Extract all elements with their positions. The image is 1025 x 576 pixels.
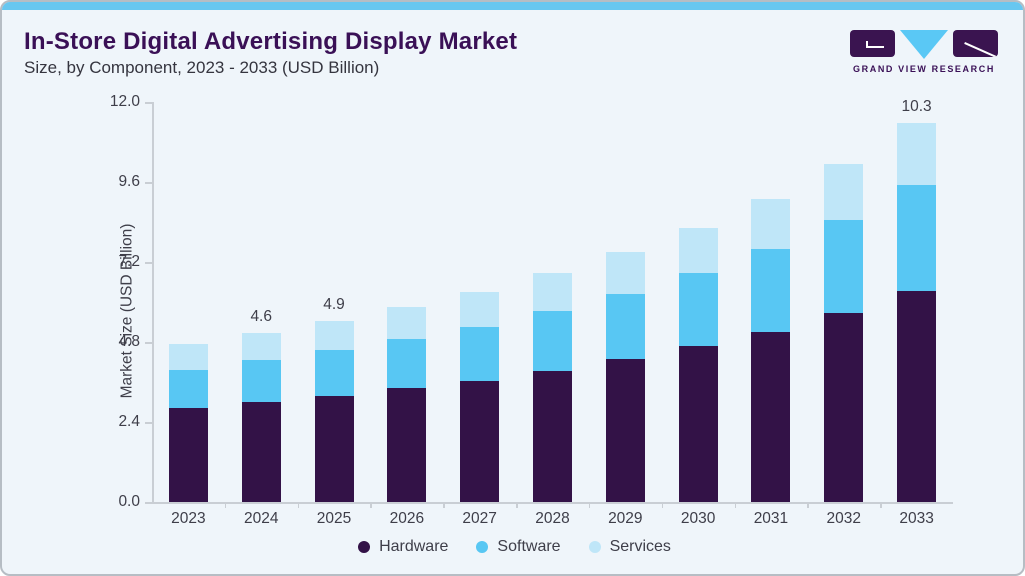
y-tick-label: 7.2 bbox=[118, 253, 140, 270]
bar-segment-hardware bbox=[387, 388, 427, 502]
y-tick-label: 12.0 bbox=[109, 93, 140, 110]
bar-segment-hardware bbox=[241, 402, 281, 502]
legend-item-software: Software bbox=[476, 538, 561, 556]
x-axis-year-label: 2026 bbox=[389, 510, 425, 527]
logo-v-triangle-icon bbox=[900, 30, 948, 59]
bar-segment-software bbox=[751, 249, 791, 332]
legend-label: Software bbox=[497, 538, 561, 555]
bar-segment-hardware bbox=[824, 313, 864, 502]
legend-dot-software-icon bbox=[476, 541, 489, 553]
bar-total-label: 4.9 bbox=[323, 296, 345, 313]
x-axis-line bbox=[152, 502, 953, 504]
legend-dot-services-icon bbox=[588, 541, 601, 553]
x-axis-year-label: 2028 bbox=[535, 510, 570, 527]
x-tick-mark bbox=[443, 503, 445, 508]
logo-r-block bbox=[953, 30, 998, 57]
x-axis-year-label: 2025 bbox=[316, 510, 352, 527]
logo-g-block bbox=[850, 30, 895, 57]
top-accent-strip bbox=[2, 2, 1023, 10]
bar-total-label: 4.6 bbox=[250, 308, 272, 325]
y-tick-label: 4.8 bbox=[118, 333, 140, 350]
bar-segment-services bbox=[241, 333, 281, 360]
bar-segment-services bbox=[605, 252, 645, 294]
bar-segment-software bbox=[897, 185, 937, 291]
legend-item-hardware: Hardware bbox=[358, 538, 448, 556]
bar-segment-software bbox=[460, 327, 500, 381]
bar-segment-services bbox=[751, 199, 791, 249]
x-axis-year-label: 2030 bbox=[680, 510, 716, 527]
x-tick-mark bbox=[297, 503, 300, 508]
x-axis-year-label: 2029 bbox=[608, 510, 643, 527]
x-tick-mark bbox=[516, 503, 518, 508]
x-axis-year-label: 2027 bbox=[462, 510, 497, 527]
chart-subtitle: Size, by Component, 2023 - 2033 (USD Bil… bbox=[24, 58, 380, 77]
y-tick-mark bbox=[145, 422, 152, 424]
y-tick-label: 2.4 bbox=[118, 413, 140, 430]
legend-label: Services bbox=[609, 538, 671, 555]
y-tick-mark bbox=[145, 102, 152, 104]
x-axis-year-label: 2032 bbox=[826, 510, 861, 527]
bar-segment-services bbox=[897, 123, 937, 185]
x-axis-year-label: 2033 bbox=[899, 510, 934, 527]
bar-segment-services bbox=[533, 273, 572, 311]
bar-segment-software bbox=[387, 339, 427, 388]
bar-segment-hardware bbox=[897, 291, 937, 502]
bar-segment-services bbox=[168, 344, 208, 370]
y-tick-mark bbox=[145, 502, 152, 504]
x-tick-mark bbox=[588, 503, 591, 508]
y-axis-line bbox=[152, 102, 154, 503]
x-tick-mark bbox=[880, 503, 882, 508]
x-axis-year-label: 2023 bbox=[171, 510, 206, 527]
bar-segment-services bbox=[460, 292, 500, 327]
bar-segment-hardware bbox=[314, 396, 354, 502]
bar-segment-software bbox=[168, 370, 208, 408]
y-tick-label: 9.6 bbox=[118, 173, 140, 190]
bar-segment-services bbox=[314, 321, 354, 350]
logo-g-icon bbox=[866, 41, 884, 48]
bar-segment-services bbox=[387, 307, 427, 339]
chart-legend: Hardware Software Services bbox=[2, 538, 1023, 556]
bar-total-label: 10.3 bbox=[901, 98, 932, 115]
chart-title: In-Store Digital Advertising Display Mar… bbox=[24, 28, 518, 55]
bar-segment-hardware bbox=[678, 346, 718, 502]
bar-segment-software bbox=[605, 294, 645, 359]
y-tick-mark bbox=[145, 342, 152, 344]
bar-segment-software bbox=[533, 311, 572, 371]
legend-label: Hardware bbox=[379, 538, 449, 555]
bar-segment-services bbox=[824, 164, 864, 220]
bar-segment-software bbox=[241, 360, 281, 402]
x-axis-year-label: 2024 bbox=[243, 510, 279, 527]
bar-segment-hardware bbox=[168, 408, 208, 502]
x-tick-mark bbox=[734, 503, 737, 508]
bar-segment-software bbox=[314, 350, 354, 396]
bar-segment-services bbox=[678, 228, 718, 273]
bar-segment-hardware bbox=[533, 371, 572, 502]
logo-text: GRAND VIEW RESEARCH bbox=[853, 64, 995, 74]
bar-segment-software bbox=[824, 220, 864, 313]
y-tick-mark bbox=[145, 262, 152, 264]
legend-dot-hardware-icon bbox=[358, 541, 371, 553]
x-tick-mark bbox=[661, 503, 664, 508]
x-tick-mark bbox=[370, 503, 372, 508]
grand-view-research-logo: GRAND VIEW RESEARCH bbox=[849, 30, 999, 74]
x-tick-mark bbox=[807, 503, 809, 508]
legend-item-services: Services bbox=[588, 538, 671, 556]
bar-segment-hardware bbox=[460, 381, 500, 502]
bar-segment-software bbox=[678, 273, 718, 346]
x-tick-mark bbox=[224, 503, 227, 508]
bar-segment-hardware bbox=[605, 359, 645, 502]
logo-marks bbox=[849, 30, 999, 59]
y-tick-mark bbox=[145, 182, 152, 184]
x-axis-year-label: 2031 bbox=[753, 510, 789, 527]
bar-segment-hardware bbox=[751, 332, 791, 502]
y-tick-label: 0.0 bbox=[118, 493, 140, 510]
